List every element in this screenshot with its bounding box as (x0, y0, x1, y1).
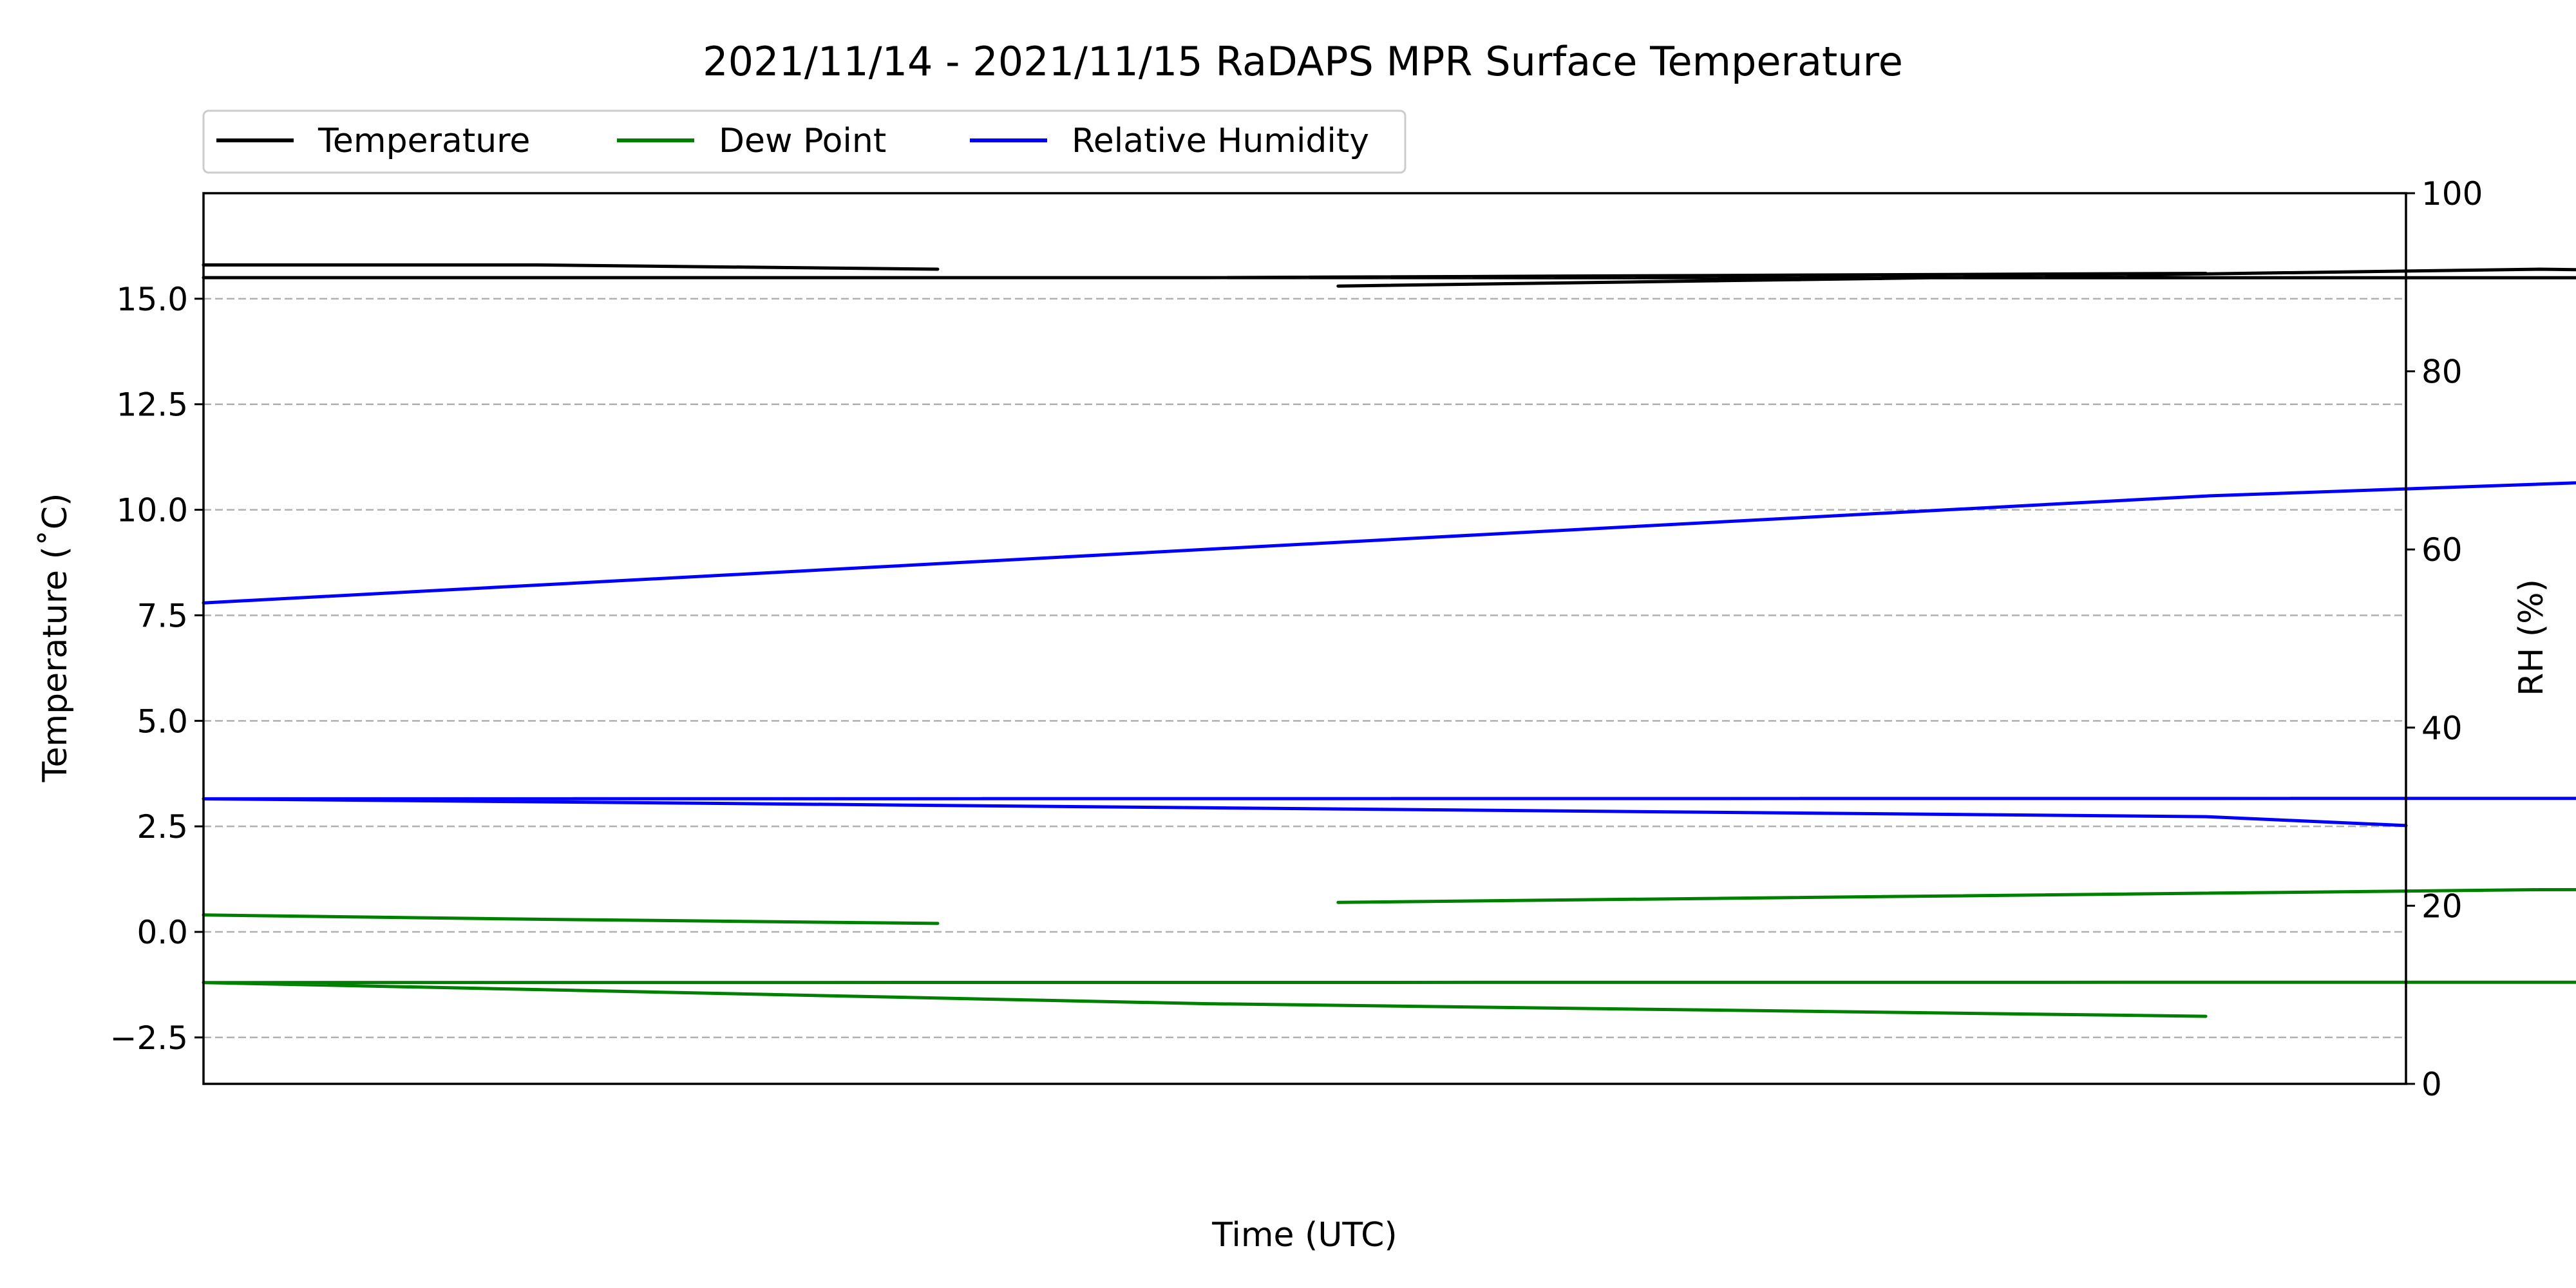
legend: Temperature Dew Point Relative Humidity (202, 109, 1406, 174)
series-layer (202, 263, 2576, 1018)
series-line-dew-point-1 (202, 913, 940, 925)
series-dew-point (202, 887, 2576, 1018)
y2-axis-label: RH (%) (2512, 579, 2551, 696)
y-tick-label-7-5: 7.5 (137, 597, 188, 634)
y2-axis-ticks: 0 20 40 60 80 100 (2406, 175, 2483, 1103)
y-axis-ticks: −2.5 0.0 2.5 5.0 7.5 10.0 12.5 15.0 (110, 281, 204, 1057)
y-tick-label-minus-2-5: −2.5 (110, 1019, 188, 1057)
y2-tick-label-20: 20 (2421, 887, 2463, 925)
y-axis-label: Temperature (˚C) (36, 493, 75, 783)
series-line-temperature-1 (202, 263, 940, 271)
legend-label-dew-point: Dew Point (719, 122, 886, 160)
y-tick-label-10-0: 10.0 (117, 492, 188, 529)
y-tick-label-5-0: 5.0 (137, 703, 188, 740)
y2-tick-label-0: 0 (2421, 1066, 2442, 1103)
y2-tick-label-100: 100 (2421, 175, 2483, 213)
y-tick-label-12-5: 12.5 (117, 386, 188, 424)
y-tick-label-0-0: 0.0 (137, 914, 188, 951)
legend-label-relative-humidity: Relative Humidity (1072, 122, 1369, 160)
y2-tick-label-60: 60 (2421, 531, 2463, 569)
y2-tick-label-40: 40 (2421, 710, 2463, 747)
chart-title: 2021/11/14 - 2021/11/15 RaDAPS MPR Surfa… (703, 38, 1903, 85)
y-tick-label-15-0: 15.0 (117, 281, 188, 318)
legend-frame (202, 109, 1406, 174)
series-temperature (202, 263, 2576, 288)
plot-frame (202, 192, 2407, 1085)
x-axis-label: Time (UTC) (1211, 1216, 1397, 1255)
grid-layer (204, 298, 2406, 1039)
legend-label-temperature: Temperature (317, 122, 530, 160)
y2-tick-label-80: 80 (2421, 354, 2463, 391)
y-tick-label-2-5: 2.5 (137, 808, 188, 846)
